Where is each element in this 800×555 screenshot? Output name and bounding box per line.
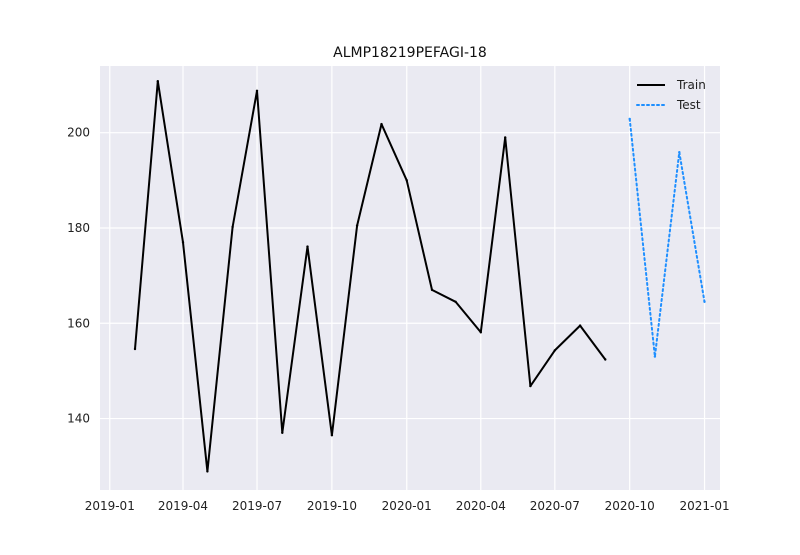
data-point-train xyxy=(206,470,209,473)
data-point-train xyxy=(578,324,582,327)
data-point-train xyxy=(479,331,482,334)
x-tick-label: 2019-01 xyxy=(85,499,135,513)
x-tick-label: 2020-07 xyxy=(530,499,580,513)
data-point-train xyxy=(133,347,137,351)
y-axis-ticks: 140 160 180 200 xyxy=(67,126,90,426)
x-axis-ticks: 2019-01 2019-04 2019-07 2019-10 2020-01 2020-… xyxy=(85,499,730,513)
data-point-train xyxy=(553,349,556,352)
data-point-train xyxy=(281,431,284,434)
x-tick-label: 2019-04 xyxy=(158,499,208,513)
data-point-train xyxy=(255,89,259,93)
series-lines xyxy=(133,80,706,473)
data-point-train xyxy=(430,288,434,292)
data-point-test xyxy=(653,355,657,358)
data-point-train xyxy=(529,384,532,388)
data-point-train xyxy=(454,300,457,303)
data-point-train xyxy=(504,136,507,139)
x-tick-label: 2019-10 xyxy=(307,499,357,513)
legend: Train Test xyxy=(636,78,706,112)
x-tick-label: 2020-01 xyxy=(382,499,432,513)
data-point-train xyxy=(355,224,359,227)
data-point-test xyxy=(678,151,681,154)
x-tick-label: 2019-07 xyxy=(232,499,282,513)
data-point-train xyxy=(330,434,334,437)
grid xyxy=(100,66,720,490)
data-point-train xyxy=(380,122,383,126)
chart-title: ALMP18219PEFAGI-18 xyxy=(333,45,487,61)
data-point-train xyxy=(306,245,309,248)
data-point-train xyxy=(405,179,408,182)
y-tick-label: 180 xyxy=(67,221,90,235)
y-tick-label: 160 xyxy=(67,316,90,330)
data-point-test xyxy=(703,300,706,303)
plot-background xyxy=(100,66,720,490)
data-point-train xyxy=(604,358,607,361)
data-point-train xyxy=(231,225,234,229)
series-line-train xyxy=(134,80,607,473)
legend-label-test: Test xyxy=(676,98,701,112)
data-point-test xyxy=(628,117,631,121)
legend-label-train: Train xyxy=(676,78,706,92)
x-tick-label: 2020-10 xyxy=(605,499,655,513)
y-tick-label: 200 xyxy=(67,126,90,140)
x-tick-label: 2021-01 xyxy=(679,499,729,513)
series-line-test xyxy=(628,117,706,358)
x-tick-label: 2020-04 xyxy=(456,499,506,513)
data-point-train xyxy=(181,241,185,244)
data-point-train xyxy=(156,80,159,83)
y-tick-label: 140 xyxy=(67,412,90,426)
